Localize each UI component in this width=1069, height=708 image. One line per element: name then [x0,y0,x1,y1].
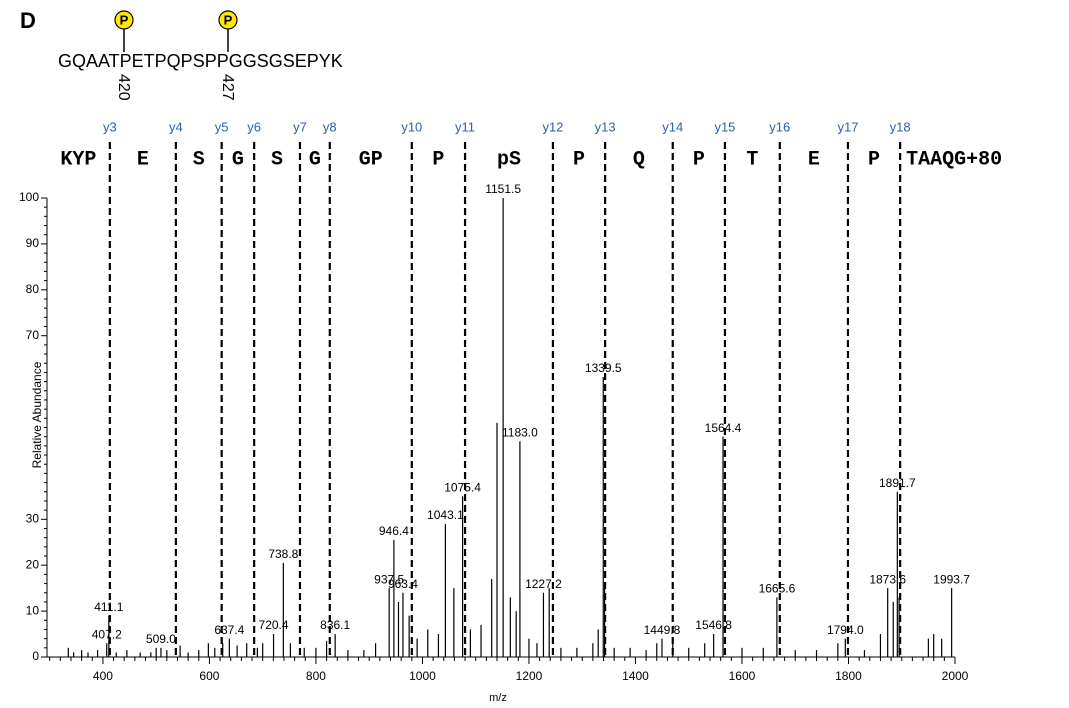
peak-label: 1449.8 [644,623,681,637]
site-number: 427 [219,74,236,101]
ion-label: y18 [890,119,911,134]
peak-label: 1873.6 [869,572,906,586]
y-tick-label: 80 [26,282,40,296]
residue-label: P [693,148,705,171]
x-tick-label: 800 [306,669,326,683]
y-axis-title: Relative Abundance [30,361,44,468]
peak-label: 1043.1 [427,508,464,522]
peak-label: 637.4 [214,623,244,637]
peak-label: 509.0 [146,632,176,646]
peak-label: 1339.5 [585,361,622,375]
y-tick-label: 100 [19,190,39,204]
residue-label: TAAQG+80 [906,148,1002,171]
y-tick-label: 10 [26,603,40,617]
residue-label: Q [633,148,645,171]
peak-label: 411.1 [94,600,123,614]
y-tick-label: 30 [26,511,40,525]
x-tick-label: 1600 [729,669,756,683]
x-tick-label: 400 [93,669,113,683]
peak-label: 1227.2 [525,577,562,591]
peak-label: 836.1 [320,618,350,632]
ion-label: y12 [542,119,563,134]
peptide-sequence: GQAATPETPQPSPPGGSGSEPYK [58,51,343,71]
peak-label: 937.5 [374,572,404,586]
residue-label: E [137,148,149,171]
y-tick-label: 20 [26,557,40,571]
residue-label: KYP [60,148,96,171]
site-label: P [224,12,233,27]
ion-label: y11 [455,119,475,134]
site-label: P [120,12,129,27]
peak-label: 1993.7 [933,572,970,586]
ion-label: y5 [215,119,229,134]
ion-label: y14 [662,119,683,134]
ion-label: y3 [103,119,117,134]
ion-label: y7 [293,119,307,134]
x-tick-label: 1800 [835,669,862,683]
residue-label: S [193,148,205,171]
ion-label: y4 [169,119,183,134]
peak-label: 720.4 [259,618,289,632]
site-circle [114,10,134,30]
x-tick-label: 1000 [409,669,436,683]
x-tick-label: 600 [199,669,219,683]
y-tick-label: 90 [26,236,40,250]
y-tick-label: 0 [32,649,39,663]
residue-label: pS [497,148,521,171]
peak-label: 1546.8 [695,618,732,632]
ion-label: y6 [247,119,261,134]
residue-label: E [808,148,820,171]
x-axis-title: m/z [489,692,507,704]
residue-label: G [309,148,321,171]
site-number: 420 [115,74,132,101]
residue-label: T [746,148,758,171]
peak-label: 1891.7 [879,476,916,490]
site-circle [218,10,238,30]
x-tick-label: 1200 [516,669,543,683]
peak-label: 1075.4 [444,481,481,495]
ion-label: y17 [837,119,858,134]
y-title-bg [31,345,44,485]
y-tick-label: 70 [26,328,40,342]
ion-label: y15 [714,119,735,134]
peak-label: 1183.0 [502,425,538,439]
x-tick-label: 1400 [622,669,649,683]
residue-label: G [232,148,244,171]
peak-label: 1564.4 [705,421,742,435]
ion-label: y8 [323,119,337,134]
ion-label: y16 [769,119,790,134]
peak-label: 1794.0 [827,623,864,637]
residue-label: P [432,148,444,171]
ion-label: y13 [595,119,616,134]
peak-label: 946.4 [379,524,409,538]
panel-label: D [20,8,36,33]
residue-label: P [868,148,880,171]
residue-label: S [271,148,283,171]
residue-label: GP [359,148,383,171]
peak-label: 1151.5 [485,182,521,196]
residue-label: P [573,148,585,171]
peak-label: 1665.6 [759,582,796,596]
peak-label: 738.8 [268,547,298,561]
peak-label: 407.2 [92,627,122,641]
x-tick-label: 2000 [942,669,969,683]
peak-label: 963.4 [388,577,418,591]
ion-label: y10 [401,119,422,134]
